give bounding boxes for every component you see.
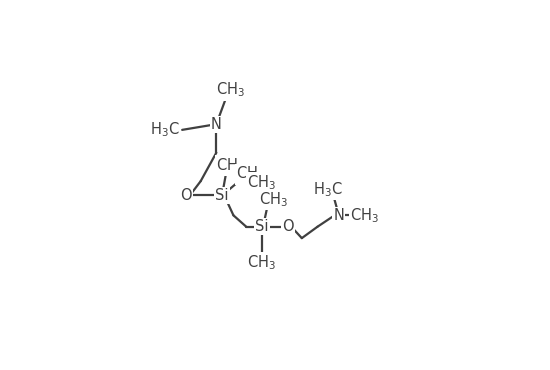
Text: CH$_2$: CH$_2$ xyxy=(236,165,265,184)
Text: H$_3$C: H$_3$C xyxy=(312,180,342,199)
Text: CH$_3$: CH$_3$ xyxy=(248,253,277,272)
Text: Si: Si xyxy=(255,219,269,234)
Text: CH$_3$: CH$_3$ xyxy=(216,81,245,99)
Text: CH$_3$: CH$_3$ xyxy=(248,173,277,192)
Text: CH$_3$: CH$_3$ xyxy=(216,156,245,175)
Text: O: O xyxy=(180,188,192,203)
Text: N: N xyxy=(333,208,344,223)
Text: O: O xyxy=(282,219,293,234)
Text: CH$_3$: CH$_3$ xyxy=(259,190,288,209)
Text: Si: Si xyxy=(215,188,229,203)
Text: H$_3$C: H$_3$C xyxy=(150,121,180,139)
Text: N: N xyxy=(211,117,222,132)
Text: CH$_3$: CH$_3$ xyxy=(350,206,379,225)
